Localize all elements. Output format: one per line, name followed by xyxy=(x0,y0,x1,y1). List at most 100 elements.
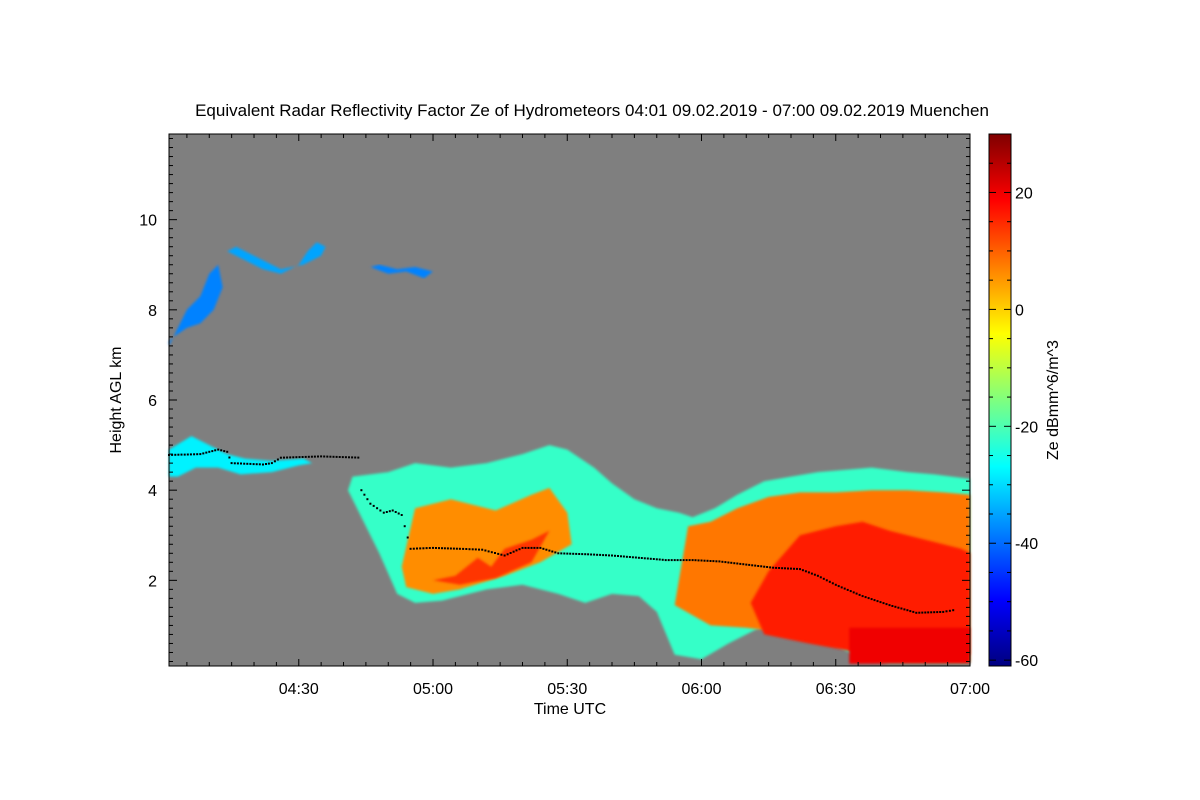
cloud-base-point xyxy=(727,561,730,564)
cloud-base-point xyxy=(193,453,196,456)
cloud-base-point xyxy=(286,456,289,459)
cloud-base-point xyxy=(419,547,422,550)
cloud-base-point xyxy=(667,559,670,562)
cloud-base-point xyxy=(834,583,837,586)
cloud-base-point xyxy=(813,573,816,576)
cloud-base-point xyxy=(468,548,471,551)
cloud-base-point xyxy=(338,456,341,458)
cloud-base-point xyxy=(304,455,307,458)
cloud-base-point xyxy=(652,558,655,560)
cloud-base-point xyxy=(912,610,915,613)
cloud-base-point xyxy=(372,504,375,507)
cloud-base-point xyxy=(474,548,477,551)
cloud-base-point xyxy=(458,547,461,550)
cloud-base-point xyxy=(258,463,261,466)
cloud-base-point xyxy=(348,456,350,459)
cloud-base-point xyxy=(787,567,789,570)
cloud-base-point xyxy=(317,455,319,458)
cloud-base-point xyxy=(341,456,344,459)
cloud-base-point xyxy=(403,525,406,528)
cloud-base-point xyxy=(942,610,945,613)
colorbar-tick-label: -40 xyxy=(1015,536,1038,553)
cloud-base-point xyxy=(840,586,843,589)
cloud-base-point xyxy=(205,451,208,454)
colorbar-tick-label: -20 xyxy=(1015,419,1038,436)
cloud-base-point xyxy=(796,567,798,570)
cloud-base-point xyxy=(255,463,258,466)
cloud-base-point xyxy=(326,455,329,458)
cloud-base-point xyxy=(906,609,909,612)
cloud-base-point xyxy=(584,553,587,556)
cloud-base-point xyxy=(186,453,189,456)
cloud-base-point xyxy=(503,554,506,557)
cloud-base-point xyxy=(379,509,382,512)
cloud-base-point xyxy=(590,553,593,556)
cloud-base-point xyxy=(388,510,391,513)
cloud-base-point xyxy=(807,571,810,574)
cloud-base-point xyxy=(682,559,685,562)
cloud-base-point xyxy=(262,463,264,466)
cloud-base-point xyxy=(816,574,819,577)
cloud-base-point xyxy=(578,553,581,555)
cloud-base-point xyxy=(521,546,524,549)
cloud-base-point xyxy=(569,552,572,555)
y-tick-label: 4 xyxy=(148,483,157,500)
cloud-base-point xyxy=(449,547,452,550)
colorbar-tick-label: -60 xyxy=(1015,653,1038,670)
cloud-base-point xyxy=(289,456,292,459)
cloud-base-point xyxy=(772,566,775,569)
cloud-base-point xyxy=(369,502,372,505)
cloud-base-point xyxy=(846,588,849,591)
cloud-base-point xyxy=(500,553,503,556)
cloud-base-point xyxy=(828,580,831,583)
x-tick-label: 04:30 xyxy=(279,681,319,698)
y-tick-label: 6 xyxy=(148,393,157,410)
cloud-base-point xyxy=(930,611,933,614)
cloud-base-point xyxy=(220,449,223,452)
cloud-base-point xyxy=(307,455,310,458)
cloud-base-point xyxy=(484,549,487,552)
cloud-base-point xyxy=(804,570,807,573)
cloud-base-point xyxy=(790,567,792,570)
cloud-base-point xyxy=(267,462,270,465)
cloud-base-point xyxy=(903,608,906,611)
x-tick-label: 06:00 xyxy=(681,681,721,698)
cloud-base-point xyxy=(524,546,527,549)
cloud-base-point xyxy=(873,599,876,602)
cloud-base-point xyxy=(382,511,385,514)
cloud-base-point xyxy=(822,577,825,580)
cloud-base-point xyxy=(882,602,885,605)
cloud-base-point xyxy=(769,566,772,569)
cloud-base-point xyxy=(554,551,557,554)
cloud-base-point xyxy=(428,547,431,549)
cloud-base-point xyxy=(867,597,870,600)
cloud-base-point xyxy=(611,554,613,557)
cloud-base-point xyxy=(876,600,879,603)
cloud-base-point xyxy=(301,456,304,458)
cloud-base-point xyxy=(512,550,515,553)
cloud-base-point xyxy=(605,554,607,557)
cloud-base-point xyxy=(617,555,619,557)
cloud-base-point xyxy=(793,567,795,570)
cloud-base-point xyxy=(670,559,673,562)
colorbar-tick-label: 20 xyxy=(1015,185,1033,202)
x-tick-label: 05:00 xyxy=(413,681,453,698)
cloud-base-point xyxy=(443,547,446,550)
cloud-base-point xyxy=(177,453,180,456)
cloud-base-point xyxy=(599,553,602,556)
cloud-base-point xyxy=(298,456,301,459)
cloud-base-point xyxy=(870,598,873,601)
cloud-base-point xyxy=(230,462,233,465)
cloud-base-point xyxy=(751,564,754,567)
cloud-base-point xyxy=(664,559,667,562)
cloud-base-point xyxy=(560,552,563,555)
cloud-base-point xyxy=(566,552,569,555)
colorbar: 20 0 -20 -40 -60 xyxy=(988,133,1038,670)
cloud-base-point xyxy=(409,547,412,550)
cloud-base-point xyxy=(509,552,512,554)
cloud-base-point xyxy=(661,558,664,561)
cloud-base-point xyxy=(406,536,409,539)
cloud-base-point xyxy=(864,596,867,599)
echo-cirrus-left xyxy=(169,264,223,346)
